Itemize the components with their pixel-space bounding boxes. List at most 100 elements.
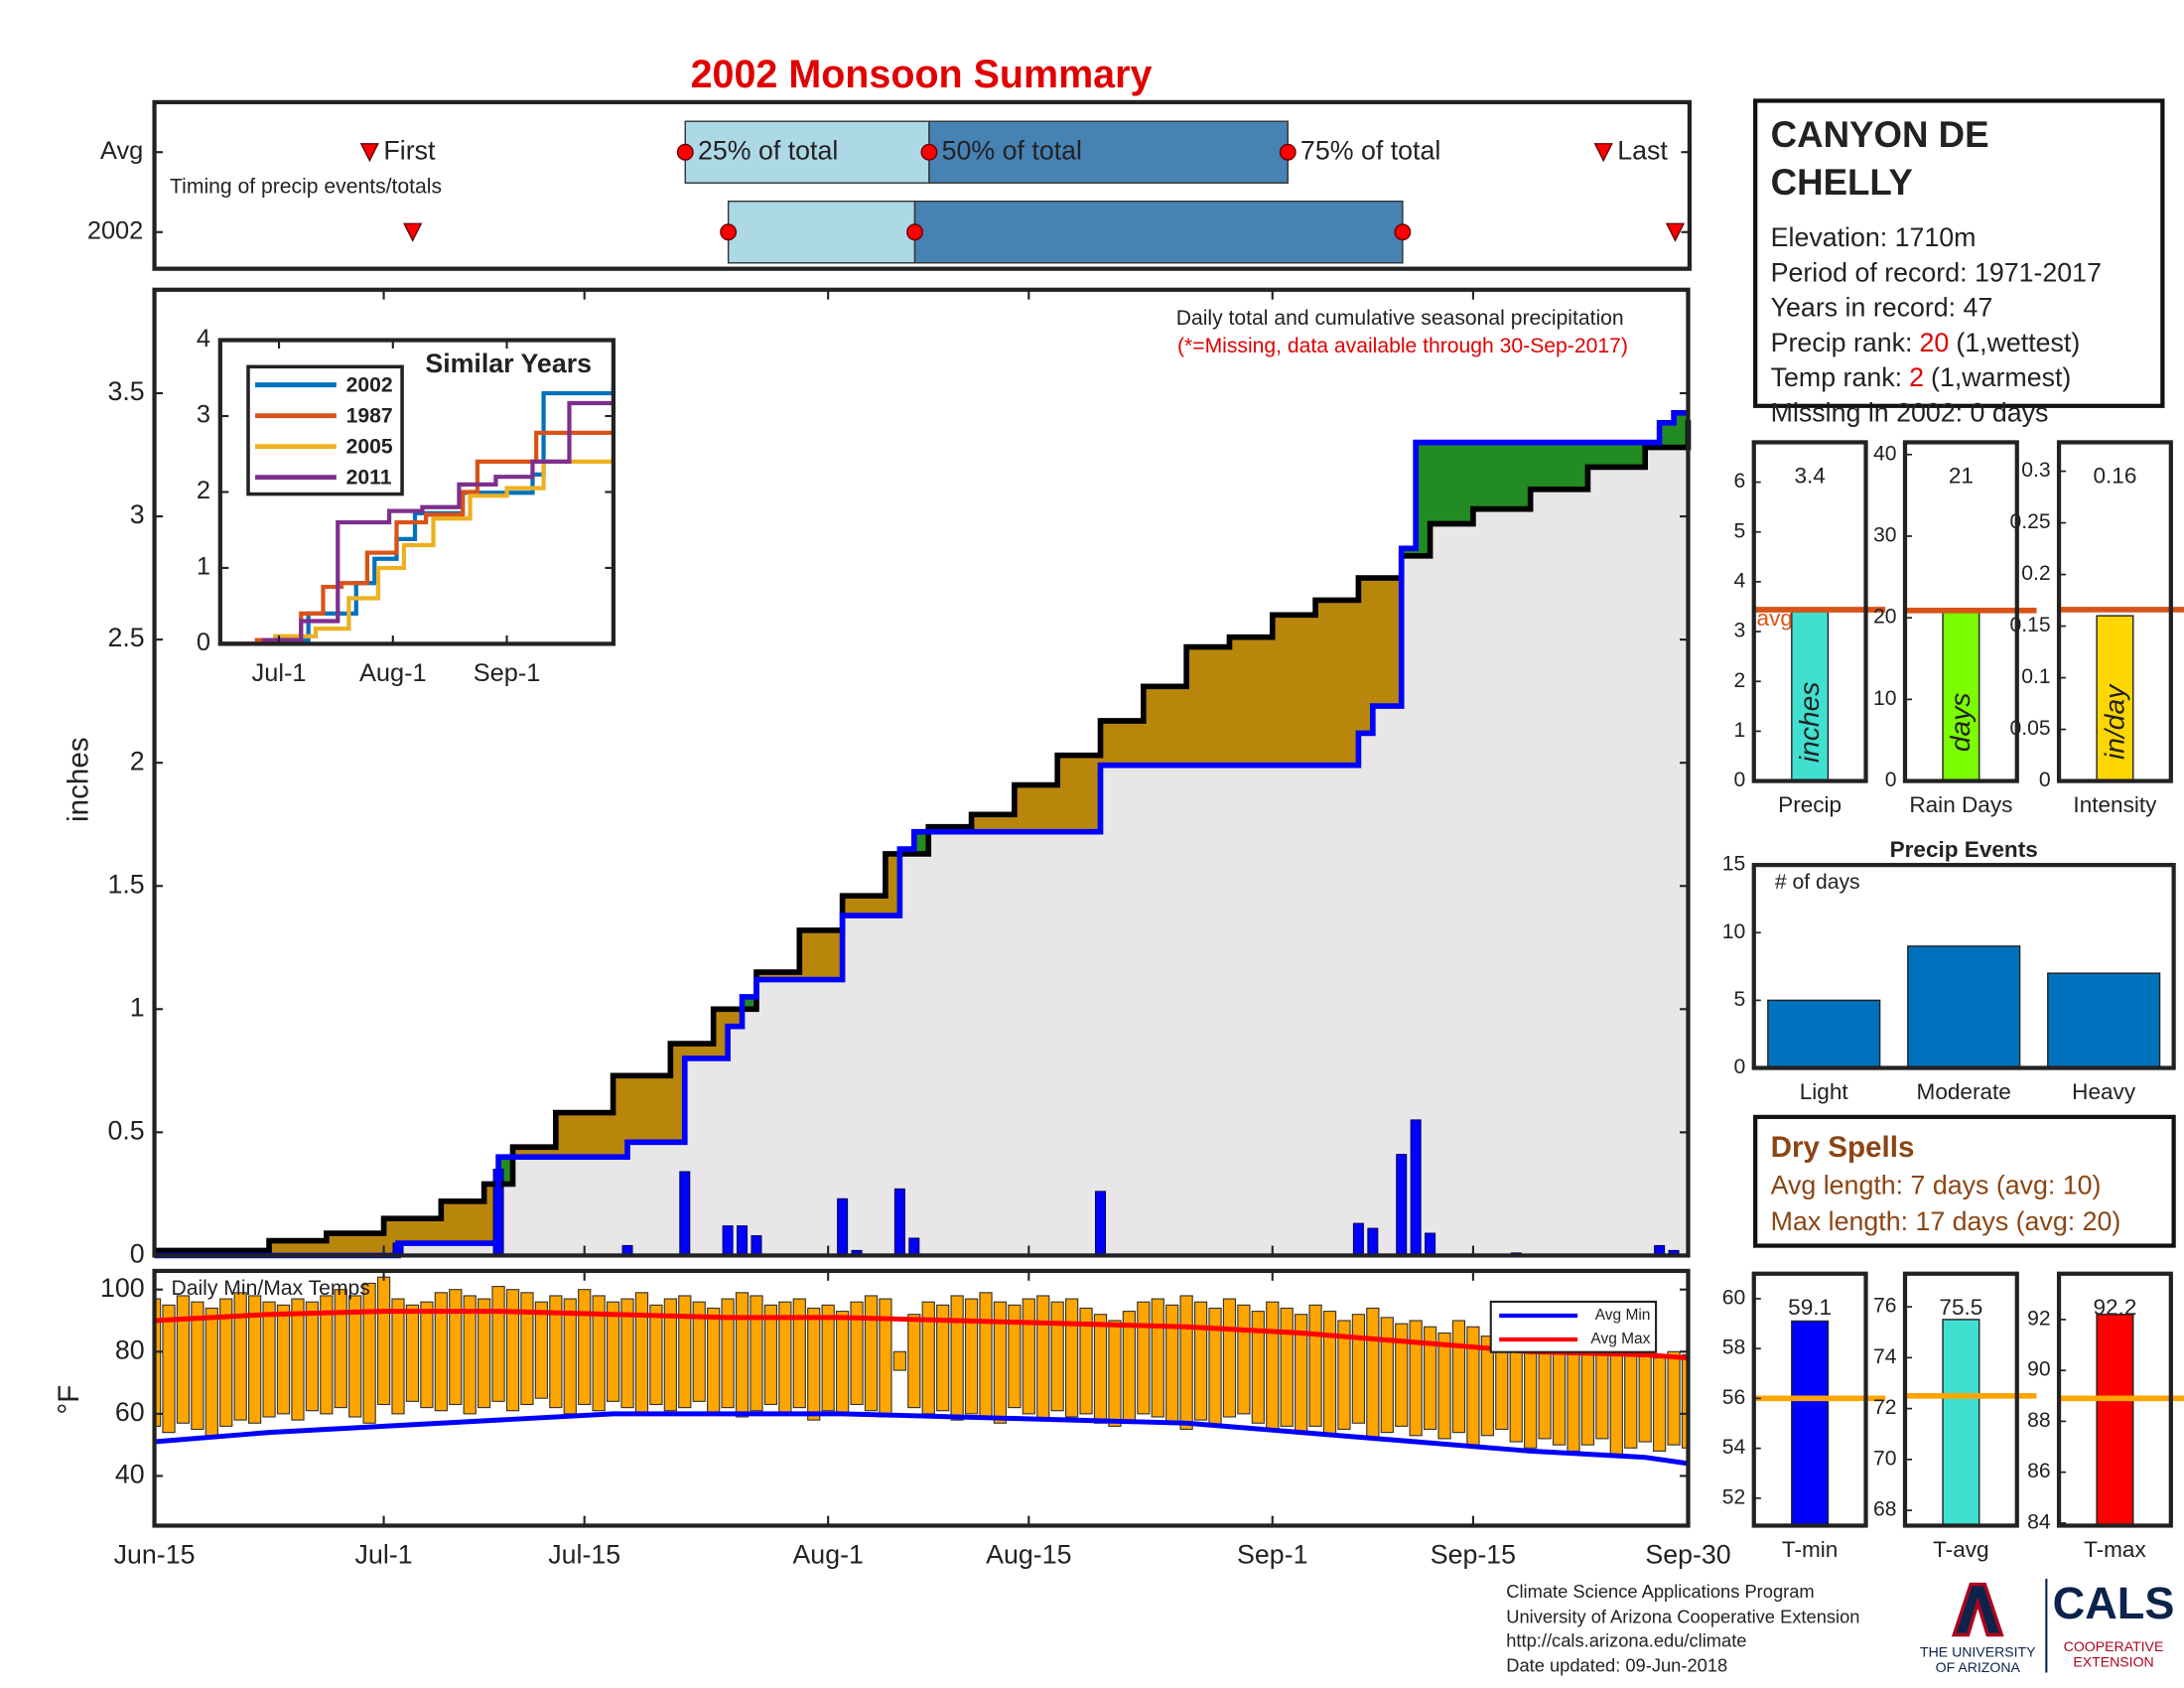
temp-bar — [176, 1295, 191, 1424]
temp-bar — [1151, 1298, 1164, 1418]
y-tick-label: 3 — [197, 401, 210, 429]
rank-note: (1,wettest) — [1956, 328, 2080, 357]
temp-bar — [1179, 1295, 1193, 1431]
plot-frame — [152, 1268, 1691, 1528]
y-tick-label: 5 — [1734, 988, 1746, 1011]
temp-bar — [1395, 1323, 1409, 1427]
daily-bar — [1425, 1232, 1436, 1256]
bar — [1907, 945, 2021, 1069]
logo-title: CALS — [2053, 1578, 2175, 1628]
station-info: Period of record: 1971-2017 — [1771, 257, 2102, 287]
temp-bar — [1409, 1320, 1423, 1437]
y-tick-label: 40 — [115, 1460, 145, 1489]
bar — [1791, 1320, 1830, 1527]
temp-bar — [420, 1301, 434, 1409]
data-label: 59.1 — [1788, 1295, 1832, 1320]
temp-bar — [979, 1292, 993, 1418]
temp-bar — [1050, 1301, 1064, 1412]
x-tick-label: Sep-1 — [474, 659, 541, 687]
temp-bar — [463, 1295, 477, 1415]
x-tick-label: T-avg — [1933, 1537, 1988, 1562]
y-tick-label: 76 — [1873, 1295, 1896, 1318]
marker-label: Last — [1617, 135, 1668, 165]
temp-bar — [692, 1301, 706, 1402]
logo-text: EXTENSION — [2073, 1653, 2153, 1669]
temp-bar — [449, 1289, 463, 1406]
daily-bar — [893, 1188, 905, 1256]
x-tick-label: Rain Days — [1909, 792, 2012, 817]
station-info: Precip rank: 20 (1,wettest) — [1771, 328, 2081, 357]
y-tick-label: 70 — [1873, 1447, 1896, 1470]
y-tick-label: 0.2 — [2021, 562, 2050, 585]
daily-bar — [751, 1235, 762, 1256]
temp-bar — [950, 1295, 964, 1421]
temp-bar — [1524, 1344, 1538, 1449]
data-label: 21 — [1949, 464, 1974, 489]
y-tick-label: 0 — [1734, 769, 1746, 791]
y-tick-label: 68 — [1873, 1498, 1896, 1521]
temp-bar — [678, 1295, 692, 1409]
footer-line: Climate Science Applications Program — [1506, 1581, 1814, 1602]
data-label: 75.5 — [1939, 1295, 1982, 1320]
temp-bar — [907, 1314, 921, 1409]
legend-box — [1489, 1300, 1658, 1353]
legend-label: Avg Max — [1590, 1331, 1650, 1347]
y-tick-label: 58 — [1722, 1336, 1746, 1359]
y-tick-label: 20 — [1873, 606, 1896, 629]
early-box — [727, 201, 916, 264]
temp-bar — [434, 1292, 448, 1412]
rank-value: 20 — [1920, 328, 1950, 357]
dry-spells-line: Avg length: 7 days (avg: 10) — [1771, 1170, 2102, 1199]
temp-bar — [864, 1295, 879, 1412]
temp-bar — [763, 1304, 778, 1406]
temp-bar — [1351, 1314, 1366, 1424]
footer-line: http://cals.arizona.edu/climate — [1506, 1629, 1746, 1650]
x-tick-label: T-max — [2084, 1537, 2146, 1562]
temp-bar — [1193, 1301, 1208, 1421]
y-tick-label: 0.05 — [2009, 717, 2050, 740]
page-title: 2002 Monsoon Summary — [691, 53, 1153, 96]
data-label: 3.4 — [1794, 464, 1825, 489]
dry-spells-line: Max length: 17 days (avg: 20) — [1771, 1206, 2121, 1236]
y-tick-label: 2 — [197, 477, 210, 504]
temp-bar — [735, 1292, 750, 1418]
y-tick-label: 0 — [1885, 769, 1897, 791]
station-info: Years in record: 47 — [1771, 293, 1993, 323]
event-marker — [1593, 143, 1613, 163]
plot-title: Precip Events — [1890, 837, 2038, 862]
plot-subtitle: (*=Missing, data available through 30-Se… — [1177, 335, 1628, 357]
temp-bar — [1480, 1336, 1494, 1437]
temp-bar — [305, 1301, 320, 1412]
temp-bar — [1595, 1344, 1609, 1440]
temp-bar — [1567, 1338, 1580, 1452]
temp-bars — [154, 1276, 1689, 1467]
y-tick-label: 0 — [2039, 769, 2051, 791]
x-tick-label: Jul-15 — [548, 1540, 620, 1570]
y-axis-label: inches — [63, 737, 95, 822]
y-tick-label: 3 — [130, 499, 145, 529]
station-info: Temp rank: 2 (1,warmest) — [1771, 362, 2072, 392]
temp-bar — [807, 1307, 821, 1421]
marker-label: 50% of total — [942, 135, 1082, 165]
temp-bar — [634, 1292, 649, 1415]
temp-bar — [1423, 1326, 1437, 1431]
x-tick-label: Jun-15 — [114, 1540, 196, 1570]
plot-frame — [1902, 1271, 2019, 1528]
total-marker — [720, 223, 738, 241]
y-tick-label: 0.3 — [2021, 459, 2050, 482]
temp-bar — [1065, 1298, 1079, 1418]
y-tick-label: 0.1 — [2021, 665, 2050, 688]
logo-text: OF ARIZONA — [1936, 1659, 2021, 1675]
y-tick-label: 90 — [2027, 1358, 2050, 1381]
rank-value: 2 — [1909, 362, 1924, 392]
temp-bar — [1380, 1317, 1394, 1434]
late-box — [913, 201, 1404, 264]
temp-bar — [1165, 1304, 1179, 1424]
plot-title: Daily Min/Max Temps — [171, 1277, 369, 1300]
logo-a — [1951, 1582, 2004, 1637]
temp-bar — [1437, 1332, 1451, 1440]
y-tick-label: 2 — [1734, 669, 1746, 692]
plot-frame — [1751, 440, 1868, 783]
y-tick-label: 92 — [2027, 1307, 2050, 1330]
y-tick-label: 30 — [1873, 524, 1896, 547]
